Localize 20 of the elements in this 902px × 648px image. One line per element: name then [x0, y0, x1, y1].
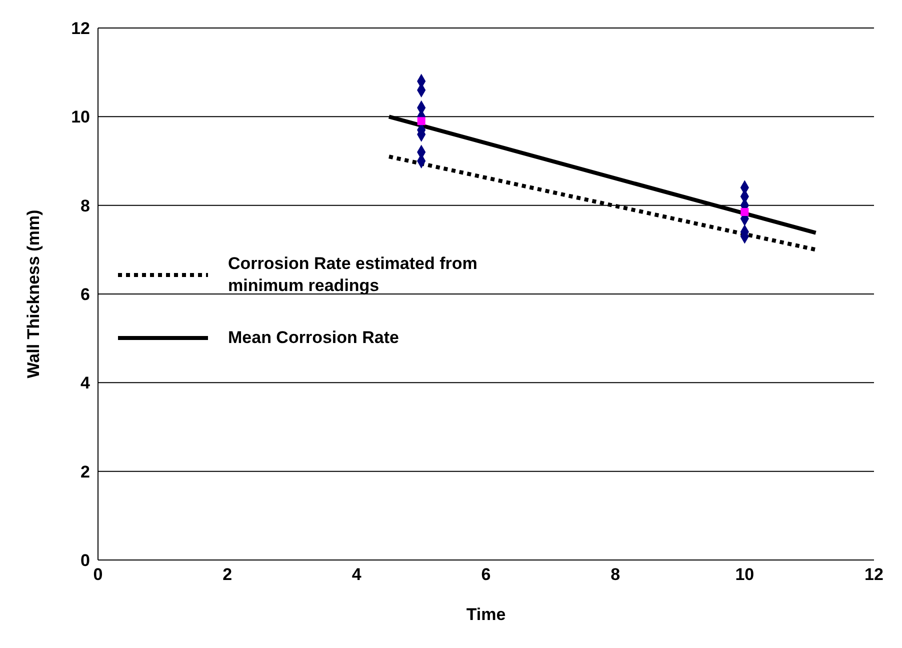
x-tick-label: 8	[610, 565, 620, 584]
y-tick-label: 10	[71, 108, 90, 127]
point	[417, 117, 426, 126]
y-tick-label: 6	[80, 285, 90, 304]
point	[740, 208, 749, 216]
x-tick-label: 0	[93, 565, 103, 584]
legend-label: Mean Corrosion Rate	[228, 327, 399, 349]
y-tick-label: 12	[71, 19, 90, 38]
x-tick-label: 6	[481, 565, 491, 584]
y-tick-label: 0	[80, 551, 90, 570]
y-tick-label: 2	[80, 462, 90, 482]
y-axis-title: Wall Thickness (mm)	[24, 210, 44, 378]
x-tick-label: 12	[864, 565, 884, 584]
x-tick-label: 2	[222, 565, 232, 584]
x-tick-label: 4	[352, 565, 362, 584]
y-tick-label: 8	[80, 196, 90, 216]
x-axis-title: Time	[466, 605, 506, 624]
x-tick-label: 10	[735, 565, 754, 584]
legend-label: Corrosion Rate estimated from minimum readings	[228, 253, 478, 297]
y-tick-label: 4	[80, 374, 91, 393]
